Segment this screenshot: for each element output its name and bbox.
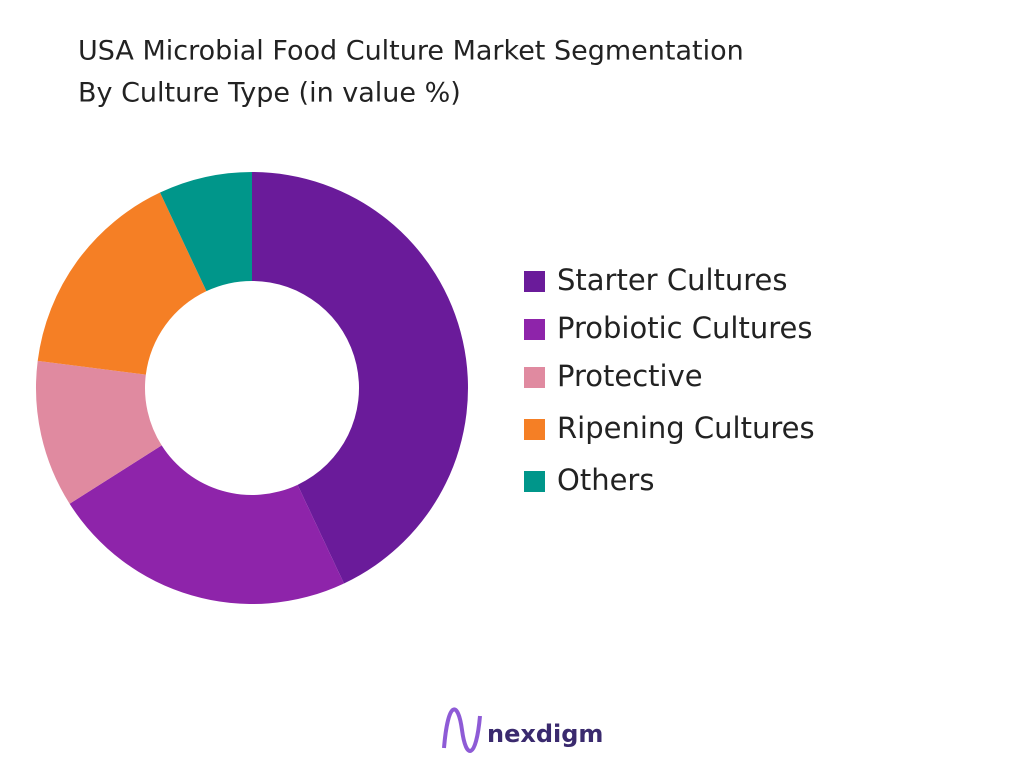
donut-slice: [160, 172, 252, 292]
donut-slice: [35, 360, 162, 504]
legend-swatch: [524, 367, 545, 388]
legend-swatch: [524, 419, 545, 440]
legend-label: Probiotic Cultures: [557, 311, 812, 345]
legend-swatch: [524, 271, 545, 292]
chart-subtitle: By Culture Type (in value %): [78, 78, 461, 109]
legend-label: Protective: [557, 359, 703, 393]
legend-swatch: [524, 319, 545, 340]
legend-label: Starter Cultures: [557, 263, 788, 297]
legend-label: Ripening Cultures: [557, 411, 815, 445]
legend-swatch: [524, 471, 545, 492]
donut-slice: [252, 172, 468, 584]
logo-icon: [442, 707, 482, 753]
donut-slice: [37, 192, 207, 375]
chart-title: USA Microbial Food Culture Market Segmen…: [78, 36, 744, 67]
logo: nexdigm: [442, 707, 603, 753]
legend-label: Others: [557, 463, 654, 497]
donut-slice: [69, 445, 344, 604]
logo-text: nexdigm: [487, 720, 603, 748]
